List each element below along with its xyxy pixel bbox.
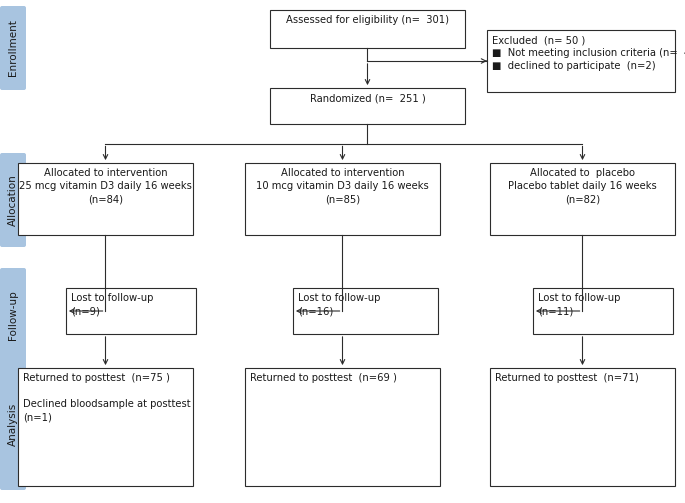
- Bar: [270, 10, 465, 48]
- Bar: [245, 163, 440, 235]
- Text: Lost to follow-up
(n=16): Lost to follow-up (n=16): [298, 293, 380, 316]
- Bar: [18, 163, 193, 235]
- Text: Returned to posttest  (n=71): Returned to posttest (n=71): [495, 373, 638, 383]
- Bar: [490, 163, 675, 235]
- Text: Analysis: Analysis: [8, 402, 18, 446]
- Text: Follow-up: Follow-up: [8, 290, 18, 340]
- Text: Returned to posttest  (n=69 ): Returned to posttest (n=69 ): [250, 373, 397, 383]
- Bar: [490, 368, 675, 486]
- Text: Lost to follow-up
(n=11): Lost to follow-up (n=11): [538, 293, 621, 316]
- Text: Lost to follow-up
(n=9): Lost to follow-up (n=9): [71, 293, 153, 316]
- Bar: [270, 88, 465, 124]
- FancyBboxPatch shape: [0, 6, 26, 90]
- Text: Randomized (n=  251 ): Randomized (n= 251 ): [310, 93, 425, 103]
- Bar: [293, 288, 438, 334]
- Bar: [487, 30, 675, 92]
- Text: Allocated to  placebo
Placebo tablet daily 16 weeks
(n=82): Allocated to placebo Placebo tablet dail…: [508, 168, 657, 204]
- Bar: [533, 288, 673, 334]
- Text: Assessed for eligibility (n=  301): Assessed for eligibility (n= 301): [286, 15, 449, 25]
- Bar: [245, 368, 440, 486]
- FancyBboxPatch shape: [0, 153, 26, 247]
- Text: Allocation: Allocation: [8, 174, 18, 226]
- FancyBboxPatch shape: [0, 268, 26, 362]
- Bar: [66, 288, 196, 334]
- Bar: [18, 368, 193, 486]
- Text: Returned to posttest  (n=75 )

Declined bloodsample at posttest
(n=1): Returned to posttest (n=75 ) Declined bl…: [23, 373, 190, 423]
- Text: Allocated to intervention
10 mcg vitamin D3 daily 16 weeks
(n=85): Allocated to intervention 10 mcg vitamin…: [256, 168, 429, 204]
- Text: Allocated to intervention
25 mcg vitamin D3 daily 16 weeks
(n=84): Allocated to intervention 25 mcg vitamin…: [19, 168, 192, 204]
- Text: Excluded  (n= 50 )
■  Not meeting inclusion criteria (n=  48)
■  declined to par: Excluded (n= 50 ) ■ Not meeting inclusio…: [492, 35, 685, 71]
- FancyBboxPatch shape: [0, 358, 26, 490]
- Text: Enrollment: Enrollment: [8, 20, 18, 76]
